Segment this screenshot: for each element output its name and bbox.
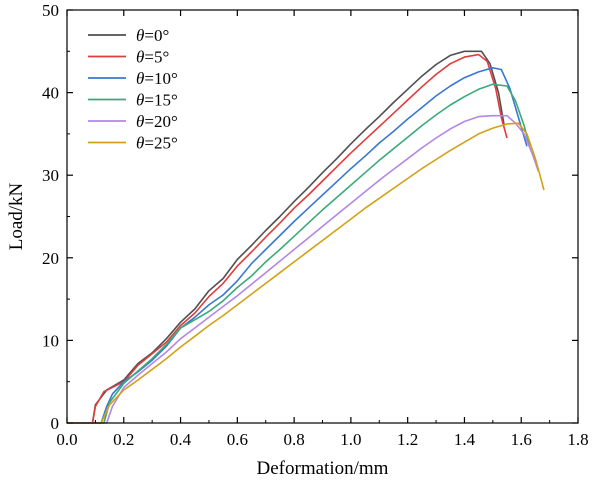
ticks-layer: 0.0 0.2 0.4 0.6 0.8 1.0 1.2 1.4 1.6 1.8 0 10 20 30 40 5… xyxy=(42,1,589,449)
x-tick-label: 1.0 xyxy=(340,430,361,449)
legend-theta: θ xyxy=(136,48,144,67)
legend-label-2: θ=10° xyxy=(136,69,178,88)
legend-theta: θ xyxy=(136,91,144,110)
series-line-2 xyxy=(67,67,528,424)
y-tick-label: 10 xyxy=(42,331,59,350)
legend-theta: θ xyxy=(136,112,144,131)
series-line-1 xyxy=(67,53,508,424)
legend-theta: θ xyxy=(136,26,144,45)
legend-angle: =20° xyxy=(144,112,177,131)
legend-label-3: θ=15° xyxy=(136,91,178,110)
series-line-0 xyxy=(67,50,505,424)
x-tick-label: 0.2 xyxy=(113,430,134,449)
y-tick-label: 0 xyxy=(51,414,60,433)
legend-theta: θ xyxy=(136,134,144,153)
y-tick-label: 50 xyxy=(42,1,59,20)
series-line-3 xyxy=(67,83,531,424)
legend-angle: =25° xyxy=(144,134,177,153)
legend-theta: θ xyxy=(136,69,144,88)
legend-angle: =5° xyxy=(144,48,169,67)
x-tick-label: 1.4 xyxy=(454,430,476,449)
x-tick-label: 0.0 xyxy=(56,430,77,449)
series-line-4 xyxy=(67,114,540,424)
series-layer xyxy=(67,50,545,424)
x-axis-title: Deformation/mm xyxy=(257,458,389,479)
x-tick-label: 0.8 xyxy=(283,430,304,449)
x-tick-label: 1.2 xyxy=(397,430,418,449)
x-tick-label: 0.6 xyxy=(227,430,248,449)
legend-angle: =0° xyxy=(144,26,169,45)
legend-label-0: θ=0° xyxy=(136,26,169,45)
legend-angle: =15° xyxy=(144,91,177,110)
legend-angle: =10° xyxy=(144,69,177,88)
legend-label-5: θ=25° xyxy=(136,134,178,153)
y-tick-label: 30 xyxy=(42,166,59,185)
series-line-5 xyxy=(67,122,545,424)
y-tick-label: 20 xyxy=(42,249,59,268)
legend: θ=0°θ=5°θ=10°θ=15°θ=20°θ=25° xyxy=(88,26,178,153)
legend-label-4: θ=20° xyxy=(136,112,178,131)
x-tick-label: 1.8 xyxy=(567,430,588,449)
x-tick-label: 0.4 xyxy=(170,430,192,449)
x-tick-label: 1.6 xyxy=(511,430,532,449)
y-axis-title: Load/kN xyxy=(6,182,27,250)
legend-label-1: θ=5° xyxy=(136,48,169,67)
y-tick-label: 40 xyxy=(42,84,59,103)
